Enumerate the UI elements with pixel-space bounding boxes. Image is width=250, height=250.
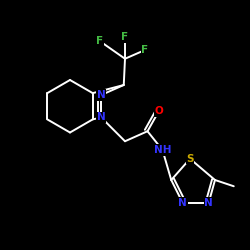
- Text: N: N: [204, 198, 213, 207]
- Text: S: S: [186, 154, 194, 164]
- Text: N: N: [178, 198, 187, 207]
- Text: NH: NH: [154, 145, 171, 155]
- Text: F: F: [142, 45, 148, 55]
- Text: O: O: [154, 106, 163, 116]
- Text: F: F: [96, 36, 103, 46]
- Text: N: N: [97, 112, 106, 122]
- Text: F: F: [122, 32, 128, 42]
- Text: N: N: [97, 90, 106, 100]
